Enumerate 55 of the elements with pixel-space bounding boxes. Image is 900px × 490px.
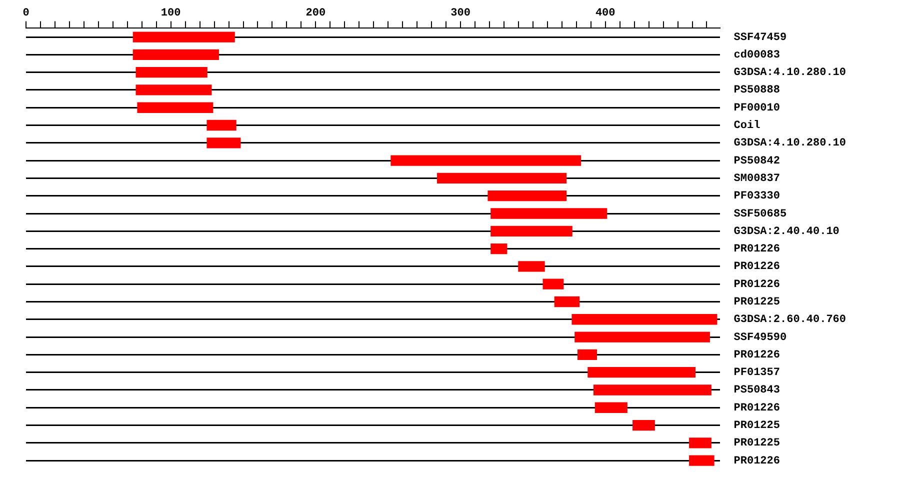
y-tick-label: SSF49590 (734, 332, 787, 344)
bar (136, 66, 208, 78)
bar (518, 261, 545, 272)
bar (689, 438, 712, 448)
x-tick-label: 100 (160, 7, 181, 20)
y-tick-label: PR01225 (734, 438, 780, 450)
y-tick-label: PR01226 (734, 455, 780, 468)
bar (689, 455, 714, 466)
bar (632, 420, 655, 431)
bar (136, 84, 212, 96)
bar (206, 138, 241, 148)
y-tick-label: G3DSA:4.10.280.10 (734, 138, 846, 150)
y-tick-label: G3DSA:4.10.280.10 (734, 67, 846, 80)
y-tick-label: PF01357 (734, 367, 780, 380)
y-tick-label: PR01226 (734, 244, 780, 256)
bar (488, 190, 567, 202)
bar (578, 349, 597, 360)
bar (588, 367, 696, 378)
y-tick-label: PR01226 (734, 278, 780, 291)
y-tick-label: PS50843 (734, 384, 780, 397)
bar (132, 32, 235, 42)
y-tick-label: SSF47459 (734, 32, 787, 44)
y-tick-label: PR01226 (734, 261, 780, 274)
y-tick-label: SM00837 (734, 172, 780, 185)
y-tick-label: PS50842 (734, 155, 780, 168)
bar (490, 226, 572, 236)
y-tick-label: G3DSA:2.60.40.760 (734, 314, 846, 326)
x-tick-label: 0 (22, 7, 30, 20)
bar (206, 120, 236, 131)
y-tick-label: PF03330 (734, 190, 780, 203)
y-tick-label: SSF50685 (734, 208, 787, 220)
bar (593, 384, 712, 396)
bar (137, 102, 214, 113)
bar (437, 172, 567, 184)
y-tick-label: PF00010 (734, 102, 780, 114)
bar (542, 278, 564, 290)
y-tick-label: PR01226 (734, 349, 780, 362)
x-tick-label: 200 (306, 7, 326, 20)
bar (390, 155, 582, 166)
bar (572, 314, 718, 325)
x-tick-label: 400 (595, 7, 616, 20)
y-tick-label: PS50888 (734, 84, 780, 97)
x-tick-label: 300 (450, 7, 470, 20)
bar (574, 332, 710, 342)
y-tick-label: PR01225 (734, 420, 780, 432)
bar (594, 402, 628, 413)
bar (132, 49, 219, 60)
bar (554, 296, 580, 308)
bar (490, 208, 608, 219)
y-tick-label: G3DSA:2.40.40.10 (734, 226, 840, 238)
y-tick-label: PR01226 (734, 402, 780, 414)
y-tick-label: PR01225 (734, 296, 780, 309)
bar (490, 243, 508, 254)
y-tick-label: Coil (734, 120, 761, 132)
y-tick-label: cd00083 (734, 49, 780, 62)
